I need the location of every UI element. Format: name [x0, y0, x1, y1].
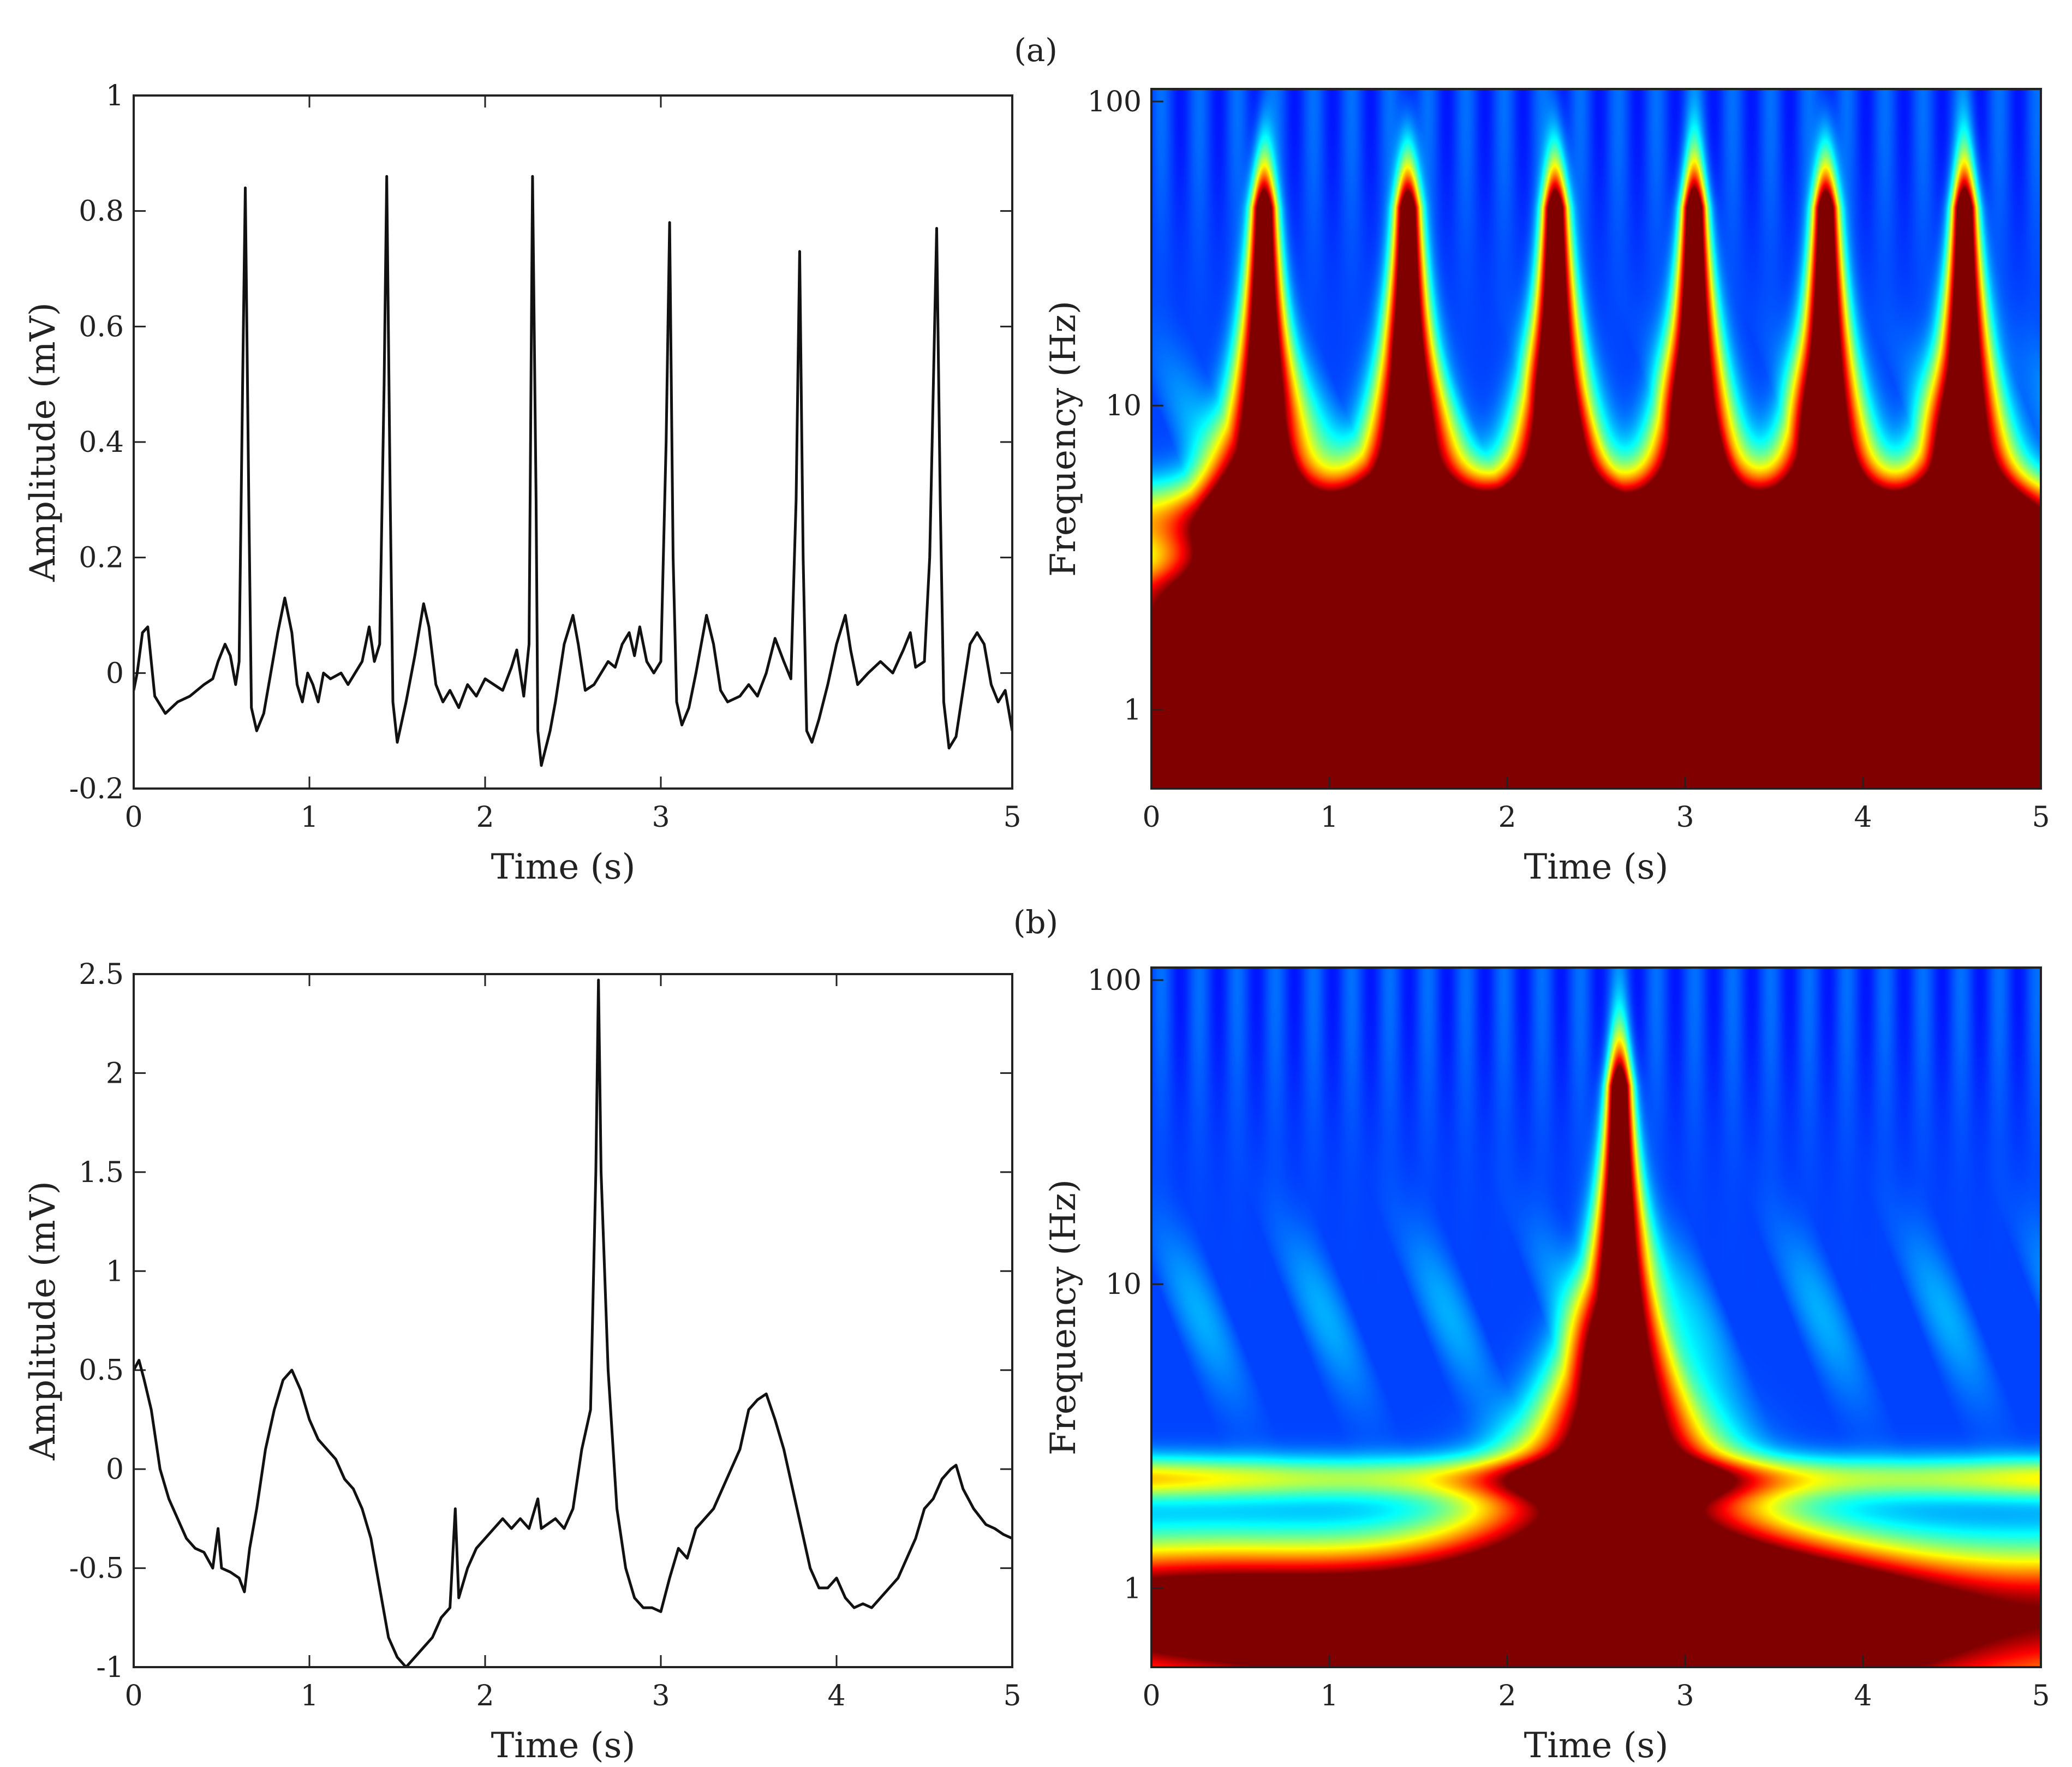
chart-b-signal: -1 -0.5 0 0.5 1 1.5 2 2.5 0 1 2 3 4 5 Time (s) Ampli… — [23, 958, 1022, 1766]
y-axis-label: Amplitude (mV) — [23, 1181, 63, 1461]
x-tick-label: 2 — [1498, 1680, 1516, 1712]
panel-label-a: (a) — [1014, 32, 1058, 69]
y-axis-label: Amplitude (mV) — [23, 302, 63, 582]
y-tick-label: 0 — [106, 1453, 124, 1486]
y-tick-label: -0.2 — [69, 773, 124, 805]
x-tick-label: 0 — [1142, 801, 1160, 834]
y-tick-label: 10 — [1106, 390, 1142, 422]
plot-area — [134, 974, 1012, 1667]
x-tick-label: 2 — [476, 1680, 494, 1712]
x-tick-label: 1 — [1320, 1680, 1338, 1712]
y-axis-label: Frequency (Hz) — [1043, 301, 1084, 577]
plot-frame — [1150, 88, 2042, 790]
panel-label-b: (b) — [1013, 904, 1058, 941]
y-tick-label: 2 — [106, 1057, 124, 1090]
x-axis: 0 1 2 3 4 5 — [1142, 1655, 2050, 1712]
chart-b-scalogram: 1 10 100 0 1 2 3 4 5 Time (s) Frequency (Hz) — [1043, 964, 2050, 1766]
x-tick-label: 0 — [124, 1680, 142, 1712]
plot-frame — [133, 94, 1013, 790]
x-tick-label: 3 — [652, 1680, 670, 1712]
scalogram-canvas — [1151, 968, 2041, 1667]
x-axis-label: Time (s) — [1524, 1726, 1669, 1766]
x-tick-label: 1 — [1320, 801, 1338, 834]
y-axis: 1 10 100 — [1088, 964, 1163, 1605]
y-tick-label: 0 — [106, 657, 124, 690]
x-axis: 0 1 2 3 4 5 — [124, 974, 1022, 1712]
x-tick-label: 3 — [652, 801, 670, 834]
y-tick-label: 0.5 — [79, 1354, 124, 1387]
plot-frame — [133, 973, 1013, 1668]
y-axis: -1 -0.5 0 0.5 1 1.5 2 2.5 — [69, 958, 1012, 1684]
series-line — [134, 978, 1012, 1667]
x-tick-label: 0 — [124, 801, 142, 834]
y-tick-label: 10 — [1106, 1268, 1142, 1301]
x-axis-label: Time (s) — [491, 847, 636, 887]
x-tick-label: 2 — [1498, 801, 1516, 834]
x-axis-label: Time (s) — [1524, 847, 1669, 887]
y-tick-label: 1 — [1124, 694, 1142, 726]
x-axis: 0 1 2 3 5 — [124, 95, 1022, 834]
y-tick-label: 2.5 — [79, 958, 124, 991]
y-tick-label: 100 — [1088, 86, 1142, 118]
x-tick-label: 3 — [1676, 801, 1694, 834]
x-tick-label: 1 — [300, 801, 318, 834]
y-tick-label: 1.5 — [79, 1156, 124, 1189]
x-tick-label: 0 — [1142, 1680, 1160, 1712]
x-tick-label: 2 — [476, 801, 494, 834]
y-tick-label: 0.2 — [79, 542, 124, 575]
plot-frame — [1150, 966, 2042, 1668]
chart-a-scalogram: 1 10 100 0 1 2 3 4 5 Time (s) Frequency (Hz) — [1043, 86, 2050, 887]
x-tick-label: 3 — [1676, 1680, 1694, 1712]
y-axis-label: Frequency (Hz) — [1043, 1179, 1084, 1455]
x-tick-label: 5 — [2032, 801, 2050, 834]
y-tick-label: -0.5 — [69, 1553, 124, 1585]
y-axis: 1 10 100 — [1088, 86, 1163, 726]
y-tick-label: 0.4 — [79, 426, 124, 459]
x-tick-label: 4 — [827, 1680, 845, 1712]
y-tick-label: 1 — [106, 1255, 124, 1288]
y-tick-label: 0.8 — [79, 195, 124, 228]
x-tick-label: 4 — [1854, 1680, 1872, 1712]
x-tick-label: 5 — [2032, 1680, 2050, 1712]
plot-area — [134, 95, 1012, 789]
x-tick-label: 4 — [1854, 801, 1872, 834]
y-tick-label: 0.6 — [79, 311, 124, 343]
y-tick-label: 100 — [1088, 964, 1142, 997]
x-tick-label: 5 — [1003, 1680, 1021, 1712]
y-tick-label: 1 — [106, 80, 124, 112]
scalogram-canvas — [1151, 89, 2041, 789]
x-tick-label: 5 — [1003, 801, 1021, 834]
x-axis-label: Time (s) — [491, 1726, 636, 1766]
y-tick-label: 1 — [1124, 1572, 1142, 1605]
series-line — [134, 175, 1012, 767]
y-axis: -0.2 0 0.2 0.4 0.6 0.8 1 — [69, 80, 1012, 805]
y-tick-label: -1 — [96, 1651, 124, 1684]
x-tick-label: 1 — [300, 1680, 318, 1712]
